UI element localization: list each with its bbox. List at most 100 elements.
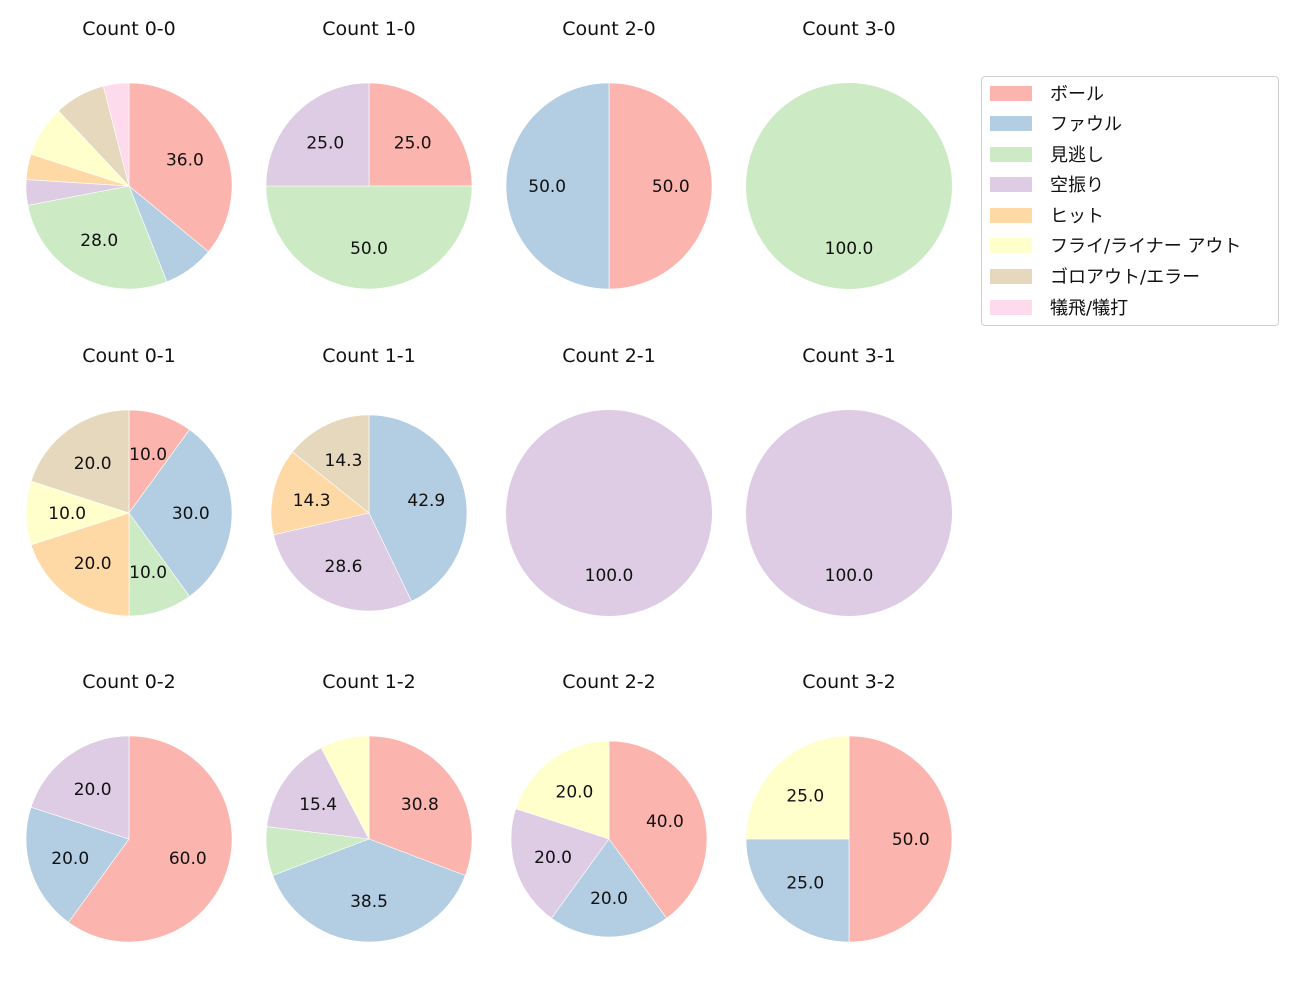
slice-label: 30.8 xyxy=(401,795,439,815)
slice-label: 20.0 xyxy=(51,849,89,869)
slice-label: 20.0 xyxy=(590,889,628,909)
pie-slice xyxy=(270,451,370,536)
slice-label: 14.3 xyxy=(325,451,363,471)
legend-item-ground-out: ゴロアウト/エラー xyxy=(990,266,1201,288)
pie-slice xyxy=(68,735,233,943)
pie-slice xyxy=(30,512,130,617)
pie-count-0-0: Count 0-0 36.0 28.0 xyxy=(25,18,233,290)
legend-item-swinging-strike: 空振り xyxy=(990,174,1104,196)
legend-label: ヒット xyxy=(1050,206,1104,227)
pie-slice xyxy=(745,735,850,840)
pie-slice xyxy=(368,735,473,876)
pie-count-2-2: Count 2-2 40.0 20.0 20.0 20.0 xyxy=(510,671,708,938)
pie-slice xyxy=(265,185,473,290)
pie-count-1-0: Count 1-0 25.0 50.0 25.0 xyxy=(265,18,473,290)
slice-label: 10.0 xyxy=(48,504,86,524)
pie-slice xyxy=(320,735,370,840)
legend-item-foul: ファウル xyxy=(990,113,1122,135)
pie-title: Count 3-0 xyxy=(802,18,896,40)
slice-label: 15.4 xyxy=(299,795,337,815)
pie-slice xyxy=(25,806,130,923)
pie-title: Count 3-2 xyxy=(802,671,896,693)
pie-title: Count 2-1 xyxy=(562,345,656,367)
slice-label: 100.0 xyxy=(825,566,874,586)
pie-slice xyxy=(848,735,953,943)
legend-label: 見逃し xyxy=(1050,145,1104,166)
legend-label: 犠飛/犠打 xyxy=(1050,298,1129,319)
legend-item-called-strike: 見逃し xyxy=(990,144,1104,166)
slice-label: 50.0 xyxy=(892,830,930,850)
pie-slice xyxy=(368,414,468,602)
slice-label: 36.0 xyxy=(166,151,204,171)
legend-swatch xyxy=(990,146,1032,162)
pie-count-0-1: Count 0-1 10.0 30.0 10.0 20.0 10.0 20.0 xyxy=(25,345,233,617)
pie-title: Count 1-2 xyxy=(322,671,416,693)
slice-label: 38.5 xyxy=(350,892,388,912)
slice-label: 60.0 xyxy=(169,849,207,869)
pie-slice xyxy=(30,409,130,514)
pie-slice xyxy=(515,740,610,840)
pie-title: Count 0-1 xyxy=(82,345,176,367)
legend-label: フライ/ライナー アウト xyxy=(1050,236,1242,257)
legend-swatch xyxy=(990,268,1032,284)
slice-label: 10.0 xyxy=(129,445,167,465)
legend-swatch xyxy=(990,176,1032,192)
legend-item-sacrifice: 犠飛/犠打 xyxy=(990,297,1129,319)
pie-slice xyxy=(368,82,473,187)
slice-label: 100.0 xyxy=(585,566,634,586)
slice-label: 20.0 xyxy=(556,782,594,802)
pie-count-3-1: Count 3-1 100.0 xyxy=(746,345,952,616)
slice-label: 100.0 xyxy=(825,239,874,259)
slice-label: 28.6 xyxy=(325,557,363,577)
pie-slice xyxy=(128,82,233,253)
legend-swatch xyxy=(990,207,1032,223)
pie-slice xyxy=(505,82,610,290)
pie-slice xyxy=(608,740,708,919)
pie-count-0-2: Count 0-2 60.0 20.0 20.0 xyxy=(25,671,233,943)
pie-slice xyxy=(273,512,412,612)
slice-label: 10.0 xyxy=(129,563,167,583)
pie-slice xyxy=(30,735,130,840)
slice-label: 50.0 xyxy=(652,177,690,197)
slice-label: 14.3 xyxy=(293,491,331,511)
pie-slice xyxy=(266,747,370,840)
slice-label: 20.0 xyxy=(74,554,112,574)
pie-slice xyxy=(608,82,713,290)
pie-slice xyxy=(265,82,370,187)
slice-label: 50.0 xyxy=(528,177,566,197)
slice-label: 50.0 xyxy=(350,239,388,259)
pie-slice xyxy=(550,838,668,938)
pie-count-1-1: Count 1-1 42.9 28.6 14.3 14.3 xyxy=(270,345,468,612)
legend-swatch xyxy=(990,85,1032,101)
slice-label: 42.9 xyxy=(407,491,445,511)
pie-slice xyxy=(272,838,466,943)
legend-swatch xyxy=(990,115,1032,131)
legend-swatch xyxy=(990,299,1032,315)
legend-swatch xyxy=(990,237,1032,253)
slice-label: 25.0 xyxy=(394,133,432,153)
pie-slice xyxy=(128,429,233,597)
pie-title: Count 3-1 xyxy=(802,345,896,367)
pie-title: Count 2-0 xyxy=(562,18,656,40)
pie-title: Count 2-2 xyxy=(562,671,656,693)
legend-item-ball: ボール xyxy=(990,83,1104,105)
legend-label: ボール xyxy=(1050,84,1104,105)
pie-title: Count 0-0 xyxy=(82,18,176,40)
pie-title: Count 1-0 xyxy=(322,18,416,40)
legend-item-hit: ヒット xyxy=(990,205,1104,227)
pie-slice xyxy=(745,838,850,943)
pie-count-2-1: Count 2-1 100.0 xyxy=(506,345,712,616)
legend-label: ファウル xyxy=(1050,114,1122,135)
legend-item-fly-out: フライ/ライナー アウト xyxy=(990,235,1242,257)
pie-slice xyxy=(746,83,952,289)
pie-slice xyxy=(746,410,952,616)
slice-label: 25.0 xyxy=(306,133,344,153)
pie-count-3-0: Count 3-0 100.0 xyxy=(746,18,952,289)
pie-slice xyxy=(506,410,712,616)
legend-label: ゴロアウト/エラー xyxy=(1050,267,1201,288)
slice-label: 40.0 xyxy=(646,812,684,832)
pie-slice xyxy=(510,808,610,919)
slice-label: 20.0 xyxy=(74,454,112,474)
legend-label: 空振り xyxy=(1050,175,1104,196)
